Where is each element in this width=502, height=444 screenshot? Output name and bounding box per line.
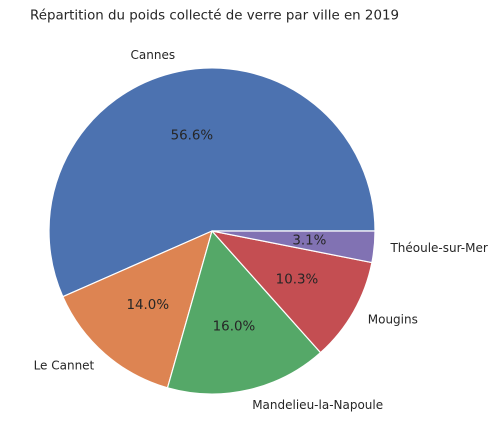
slice-pct-3: 10.3% <box>276 272 319 287</box>
slice-label-2: Mandelieu-la-Napoule <box>252 398 383 412</box>
chart-title: Répartition du poids collecté de verre p… <box>30 8 399 24</box>
slice-label-1: Le Cannet <box>34 359 95 373</box>
slice-label-3: Mougins <box>368 312 418 326</box>
pie-slice-3 <box>211 230 373 354</box>
slice-pct-2: 16.0% <box>213 319 256 334</box>
slice-label-4: Théoule-sur-Mer <box>389 241 487 255</box>
pie-slice-2 <box>166 230 322 395</box>
pie-labels: Cannes 56.6% Le Cannet 14.0% Mandelieu-la-Na… <box>34 48 488 412</box>
slice-pct-4: 3.1% <box>292 234 326 249</box>
pie-slice-0 <box>48 67 376 298</box>
pie-slice-4 <box>211 230 376 264</box>
pie-slices <box>48 67 376 395</box>
pie-slice-1 <box>62 230 213 389</box>
slice-pct-1: 14.0% <box>127 298 170 313</box>
slice-label-0: Cannes <box>131 48 176 62</box>
slice-pct-0: 56.6% <box>171 128 214 143</box>
